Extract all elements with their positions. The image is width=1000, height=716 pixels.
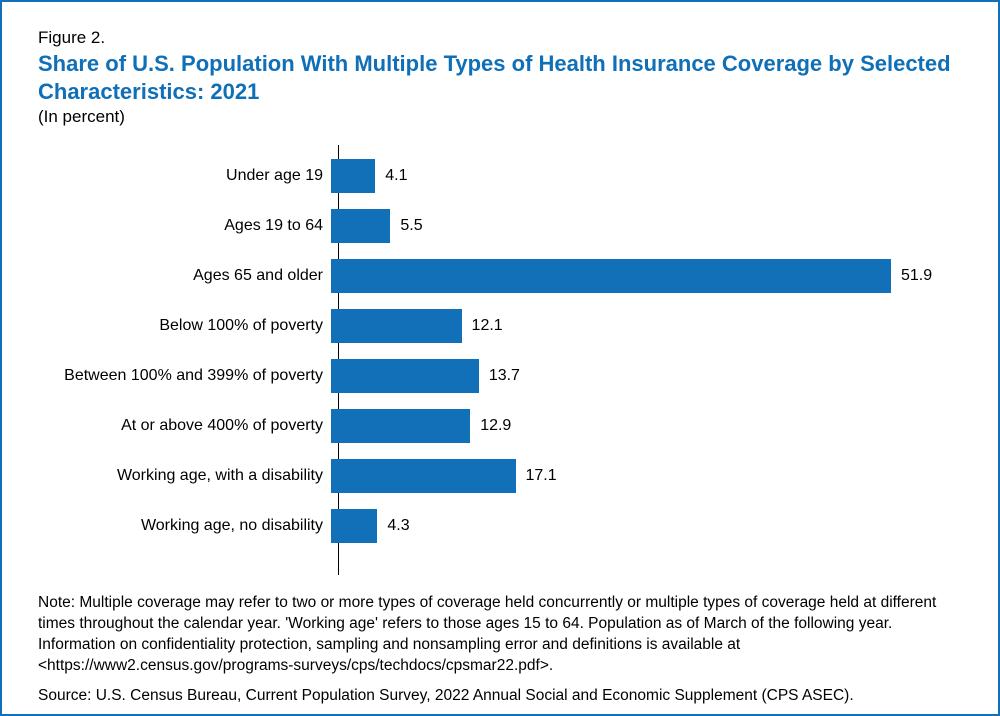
bar-label: Ages 65 and older <box>39 267 331 285</box>
bar <box>331 459 516 493</box>
bar <box>331 259 891 293</box>
figure-label: Figure 2. <box>38 28 962 48</box>
figure-title: Share of U.S. Population With Multiple T… <box>38 50 962 105</box>
figure-source: Source: U.S. Census Bureau, Current Popu… <box>38 687 962 705</box>
bar-label: Working age, with a disability <box>39 467 331 485</box>
bar-label: Between 100% and 399% of poverty <box>39 367 331 385</box>
bar-track: 4.3 <box>331 509 922 543</box>
bar-track: 4.1 <box>331 159 922 193</box>
bar-row: Between 100% and 399% of poverty 13.7 <box>39 359 922 393</box>
figure-subtitle: (In percent) <box>38 107 962 127</box>
figure-note: Note: Multiple coverage may refer to two… <box>38 593 962 677</box>
bar-value: 4.1 <box>385 167 407 185</box>
chart-area: Under age 19 4.1 Ages 19 to 64 5.5 Ages 65 a… <box>38 145 962 575</box>
chart-plot: Under age 194.1Ages 19 to 645.5Ages 65 a… <box>338 145 922 575</box>
bar <box>331 409 470 443</box>
bar-track: 5.5 <box>331 209 922 243</box>
bar-row: Ages 65 and older51.9 <box>39 259 922 293</box>
bar <box>331 309 462 343</box>
bar-track: 12.9 <box>331 409 922 443</box>
bar-track: 51.9 <box>331 259 932 293</box>
bar-label: Under age 19 <box>39 167 331 185</box>
bar-track: 12.1 <box>331 309 922 343</box>
bar-row: Working age, with a disability 17.1 <box>39 459 922 493</box>
bar <box>331 159 375 193</box>
bar-value: 4.3 <box>387 517 409 535</box>
figure-container: Figure 2. Share of U.S. Population With … <box>0 0 1000 716</box>
bar-label: Below 100% of poverty <box>39 317 331 335</box>
bar-row: Under age 19 4.1 <box>39 159 922 193</box>
bar-value: 51.9 <box>901 267 932 285</box>
bar-value: 12.1 <box>472 317 503 335</box>
bar <box>331 359 479 393</box>
bar-value: 13.7 <box>489 367 520 385</box>
bar-value: 12.9 <box>480 417 511 435</box>
bar-track: 17.1 <box>331 459 922 493</box>
bar-row: Working age, no disability 4.3 <box>39 509 922 543</box>
bar-value: 5.5 <box>400 217 422 235</box>
bar <box>331 209 390 243</box>
bar <box>331 509 377 543</box>
bar-row: Below 100% of poverty 12.1 <box>39 309 922 343</box>
bar-row: Ages 19 to 64 5.5 <box>39 209 922 243</box>
bar-label: Ages 19 to 64 <box>39 217 331 235</box>
bar-track: 13.7 <box>331 359 922 393</box>
bar-value: 17.1 <box>526 467 557 485</box>
bar-row: At or above 400% of poverty 12.9 <box>39 409 922 443</box>
bar-label: At or above 400% of poverty <box>39 417 331 435</box>
bar-label: Working age, no disability <box>39 517 331 535</box>
